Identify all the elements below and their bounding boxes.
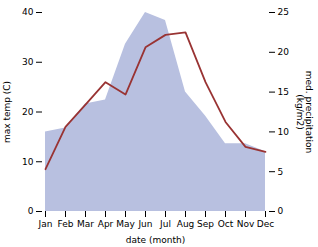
svg-text:Sep: Sep [197,219,214,229]
svg-text:20: 20 [22,107,34,117]
svg-text:Jun: Jun [137,219,152,229]
svg-text:Feb: Feb [58,219,74,229]
svg-text:date (month): date (month) [126,235,185,245]
svg-text:May: May [116,219,135,229]
svg-text:Jan: Jan [38,219,53,229]
svg-text:10: 10 [278,127,290,137]
svg-text:25: 25 [278,7,289,17]
svg-text:Mar: Mar [77,219,94,229]
svg-text:med. precipitation(kg/m2): med. precipitation(kg/m2) [295,71,314,153]
svg-text:max temp (C): max temp (C) [2,81,12,143]
svg-text:Oct: Oct [218,219,234,229]
svg-text:0: 0 [28,206,34,216]
svg-text:40: 40 [22,7,34,17]
svg-text:5: 5 [278,167,284,177]
svg-text:Jul: Jul [159,219,171,229]
svg-text:Aug: Aug [177,219,195,229]
svg-text:30: 30 [22,57,34,67]
svg-text:20: 20 [278,47,290,57]
svg-text:Nov: Nov [237,219,255,229]
svg-text:Apr: Apr [98,219,114,229]
svg-text:Dec: Dec [257,219,274,229]
svg-text:15: 15 [278,87,289,97]
svg-text:0: 0 [278,206,284,216]
svg-text:10: 10 [22,157,34,167]
